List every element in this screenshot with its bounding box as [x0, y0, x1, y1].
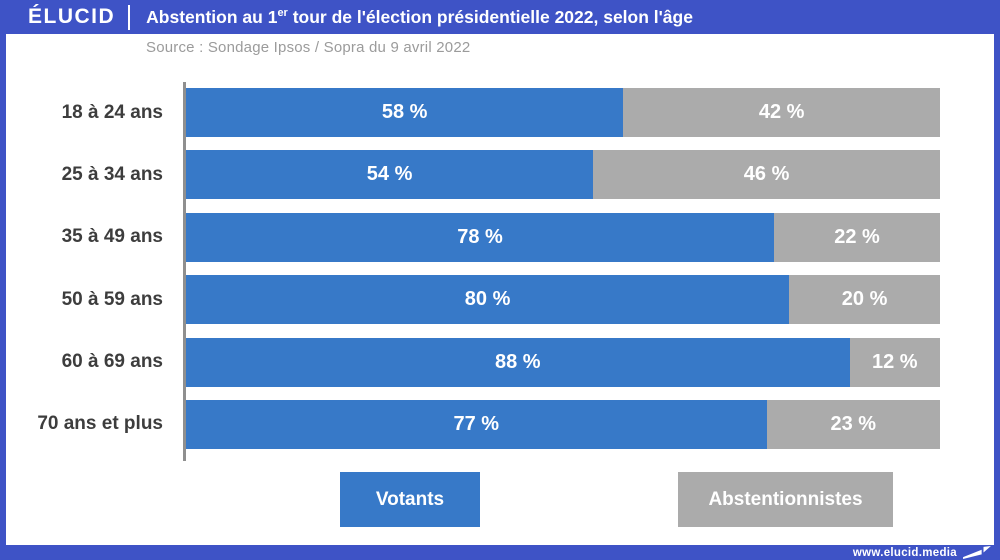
category-label: 50 à 59 ans [61, 288, 163, 310]
bar-track: 77 % 23 % [186, 399, 940, 449]
category-label: 35 à 49 ans [61, 226, 163, 248]
bar-row: 70 ans et plus 77 % 23 % [6, 399, 940, 449]
votants-bar-segment: 58 % [186, 88, 624, 137]
elucid-footer-logo [963, 546, 991, 559]
source-caption: Source : Sondage Ipsos / Sopra du 9 avri… [146, 39, 471, 56]
bar-row: 60 à 69 ans 88 % 12 % [6, 337, 940, 387]
y-axis-line [183, 82, 186, 461]
left-border-strip [0, 34, 6, 545]
abstentionnistes-bar-segment: 23 % [766, 399, 940, 449]
votants-value-label: 58 % [381, 101, 428, 123]
title-text-2: tour de l'élection présidentielle 2022, … [287, 6, 693, 27]
category-label: 25 à 34 ans [61, 163, 163, 185]
legend-abstentionnistes: Abstentionnistes [678, 472, 893, 527]
elucid-logo: ÉLUCID [28, 5, 116, 28]
category-label: 70 ans et plus [37, 413, 163, 435]
abstentionnistes-value-label: 42 % [758, 101, 805, 123]
page-title: Abstention au 1er tour de l'élection pré… [146, 7, 693, 28]
votants-bar-segment: 54 % [186, 150, 594, 200]
votants-value-label: 80 % [464, 288, 511, 311]
legend-votants: Votants [340, 472, 480, 527]
votants-bar-segment: 88 % [186, 337, 850, 387]
header-divider [128, 4, 131, 30]
votants-bar-segment: 80 % [186, 275, 790, 325]
category-label: 18 à 24 ans [61, 101, 163, 123]
footer: www.elucid.media [0, 545, 1000, 560]
abstentionnistes-bar-segment: 42 % [623, 88, 940, 137]
title-text: Abstention au 1 [146, 6, 278, 27]
abstentionnistes-value-label: 20 % [841, 288, 888, 311]
bar-track: 54 % 46 % [186, 150, 940, 200]
bar-row: 50 à 59 ans 80 % 20 % [6, 275, 940, 325]
title-superscript: er [277, 6, 288, 19]
votants-value-label: 77 % [453, 412, 500, 435]
abstentionnistes-value-label: 23 % [830, 412, 877, 435]
votants-bar-segment: 77 % [186, 399, 767, 449]
abstentionnistes-bar-segment: 20 % [789, 275, 940, 325]
bar-row: 35 à 49 ans 78 % 22 % [6, 212, 940, 262]
bar-track: 58 % 42 % [186, 88, 940, 137]
votants-value-label: 54 % [366, 163, 413, 186]
abstentionnistes-bar-segment: 12 % [849, 337, 940, 387]
bar-row: 25 à 34 ans 54 % 46 % [6, 150, 940, 200]
footer-url: www.elucid.media [852, 546, 957, 559]
header: ÉLUCID Abstention au 1er tour de l'élect… [0, 0, 1000, 34]
right-border-strip [994, 34, 1000, 545]
bar-track: 80 % 20 % [186, 275, 940, 325]
bar-track: 88 % 12 % [186, 337, 940, 387]
stacked-bar-chart: 18 à 24 ans 58 % 42 % 25 à 34 ans 54 % 4… [6, 88, 940, 462]
bar-row: 18 à 24 ans 58 % 42 % [6, 88, 940, 137]
abstentionnistes-bar-segment: 22 % [774, 212, 940, 262]
votants-bar-segment: 78 % [186, 212, 775, 262]
abstentionnistes-value-label: 12 % [871, 350, 918, 373]
abstentionnistes-bar-segment: 46 % [593, 150, 940, 200]
votants-value-label: 78 % [457, 225, 503, 248]
abstentionnistes-value-label: 22 % [834, 225, 880, 248]
category-label: 60 à 69 ans [61, 351, 163, 373]
abstentionnistes-value-label: 46 % [743, 163, 790, 186]
bar-track: 78 % 22 % [186, 212, 940, 262]
votants-value-label: 88 % [494, 350, 541, 373]
